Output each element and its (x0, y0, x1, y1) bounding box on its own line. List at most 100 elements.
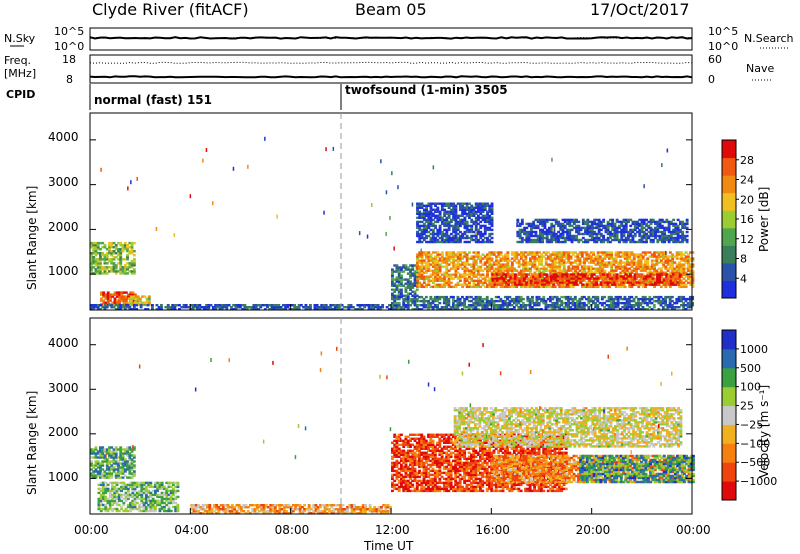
power-cell (569, 285, 573, 289)
power-cell (581, 273, 585, 276)
power-cell (126, 306, 129, 309)
power-cell (559, 228, 563, 232)
power-cell (440, 259, 444, 262)
power-cell (395, 306, 399, 309)
power-cell (506, 265, 510, 268)
power-cell (637, 267, 641, 270)
power-cell (630, 308, 634, 311)
power-cell (681, 240, 685, 244)
power-cell (491, 277, 495, 280)
power-cell (553, 255, 557, 258)
power-cell (416, 285, 419, 289)
power-cell (504, 281, 508, 284)
power-cell (566, 228, 569, 232)
power-cell (598, 308, 602, 311)
power-cell (550, 230, 554, 234)
power-cell (615, 273, 619, 276)
power-cell (486, 255, 489, 258)
power-cell (481, 208, 485, 212)
power-cell (431, 308, 435, 311)
power-cell (646, 308, 649, 311)
power-cell (461, 218, 465, 222)
power-cell (440, 240, 444, 244)
power-cell (121, 244, 125, 247)
power-cell (472, 257, 476, 260)
power-cell (486, 285, 489, 289)
power-cell (193, 306, 197, 309)
power-cell (610, 269, 614, 272)
power-cell (477, 204, 480, 208)
power-cell (658, 218, 662, 222)
power-cell (503, 301, 507, 305)
power-cell (481, 299, 485, 303)
power-cell (531, 265, 535, 268)
velocity-cell (99, 472, 102, 475)
power-cell (599, 228, 603, 232)
power-cell (416, 224, 419, 228)
velocity-cell (123, 448, 127, 451)
power-cell (94, 264, 98, 267)
power-cell (665, 279, 669, 282)
velocity-cell (94, 460, 98, 463)
power-cell (527, 234, 531, 238)
velocity-cell (121, 448, 125, 451)
power-cell (173, 308, 177, 311)
velocity-cell (108, 495, 112, 499)
power-cell (465, 253, 469, 256)
power-cell (128, 266, 132, 269)
power-cell (606, 232, 610, 236)
power-cell (649, 232, 653, 236)
power-cell (406, 297, 410, 301)
power-cell (550, 228, 554, 232)
power-cell (663, 230, 667, 234)
power-cell (474, 263, 478, 266)
power-cell (434, 271, 437, 274)
power-cell (431, 232, 435, 236)
power-cell (447, 204, 451, 208)
power-cell (661, 301, 665, 305)
power-cell (118, 301, 121, 304)
power-cell (132, 295, 135, 298)
power-cell (590, 220, 594, 224)
power-cell (672, 232, 676, 236)
power-cell (666, 304, 670, 307)
power-cell (642, 226, 646, 230)
power-cell (556, 257, 559, 260)
power-cell (644, 251, 647, 254)
power-cell (654, 236, 657, 240)
power-cell (558, 299, 561, 303)
power-cell (547, 275, 551, 278)
power-cell (557, 224, 560, 228)
power-cell (550, 240, 554, 244)
power-cell (119, 244, 123, 247)
power-cell (425, 283, 428, 287)
power-cell (539, 232, 542, 236)
power-cell (679, 236, 682, 240)
velocity-cell (112, 456, 116, 459)
power-cell (404, 290, 408, 293)
velocity-cell (121, 468, 125, 471)
velocity-cell (123, 452, 127, 455)
power-cell (499, 271, 503, 274)
power-cell (438, 283, 442, 287)
power-cell (406, 308, 410, 311)
power-cell (529, 285, 532, 289)
power-cell (498, 281, 501, 284)
power-cell (286, 304, 290, 307)
power-cell (449, 275, 453, 278)
velocity-cell (132, 466, 136, 469)
power-cell (92, 248, 96, 251)
power-cell (323, 210, 325, 215)
power-cell (684, 255, 688, 258)
power-cell (486, 271, 489, 274)
power-cell (481, 283, 485, 287)
power-cell (250, 306, 254, 309)
power-cell (431, 238, 435, 242)
power-cell (429, 255, 433, 258)
power-cell (610, 275, 614, 278)
power-cell (602, 273, 605, 276)
power-cell (483, 226, 487, 230)
power-cell (132, 272, 136, 275)
power-cell (561, 273, 565, 276)
power-cell (563, 240, 567, 244)
